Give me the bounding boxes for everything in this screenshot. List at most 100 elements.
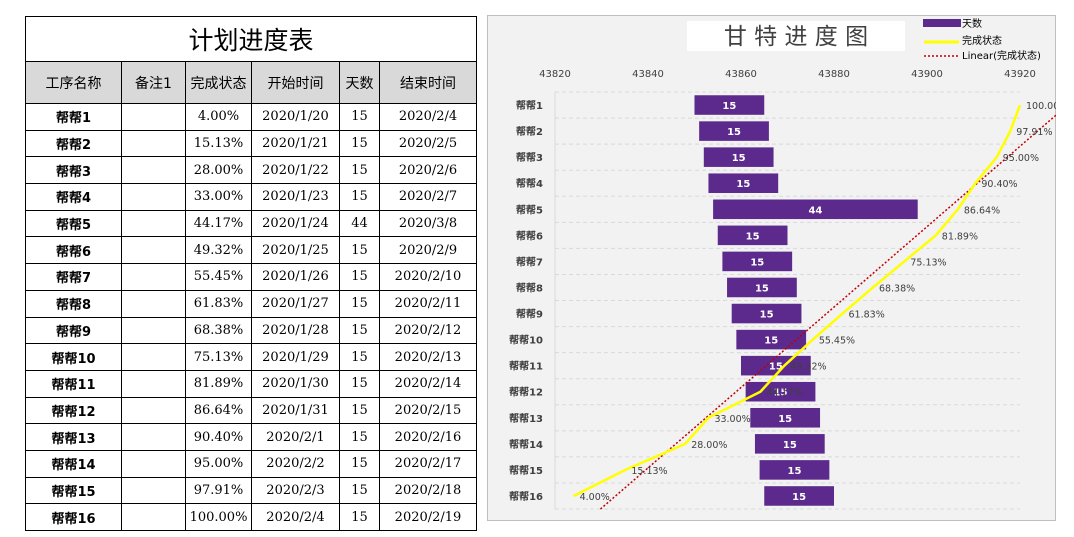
chart-title: 甘 特 进 度 图 bbox=[724, 24, 868, 50]
header-status: 完成状态 bbox=[185, 61, 252, 104]
gantt-bar bbox=[717, 225, 788, 246]
cell-process-name: 帮帮4 bbox=[25, 183, 122, 211]
cell-note bbox=[121, 289, 186, 318]
y-tick-label: 帮帮10 bbox=[509, 334, 543, 347]
cell-note bbox=[121, 476, 186, 505]
cell-process-name: 帮帮8 bbox=[25, 289, 122, 318]
table-row: 帮帮6 49.32% 2020/1/25 15 2020/2/9 bbox=[25, 236, 478, 265]
y-tick-label: 帮帮14 bbox=[509, 438, 543, 451]
cell-end-date: 2020/2/7 bbox=[378, 183, 478, 211]
gantt-bar bbox=[694, 95, 765, 115]
y-tick-label: 帮帮5 bbox=[516, 203, 543, 216]
cell-note bbox=[121, 369, 186, 398]
y-tick-label: 帮帮12 bbox=[509, 386, 543, 399]
status-data-label: 61.83% bbox=[849, 310, 885, 321]
cell-days: 15 bbox=[339, 263, 380, 291]
cell-status: 28.00% bbox=[185, 156, 252, 185]
cell-note bbox=[121, 236, 186, 265]
table-row: 帮帮10 75.13% 2020/1/29 15 2020/2/13 bbox=[25, 343, 478, 371]
cell-end-date: 2020/2/9 bbox=[378, 236, 478, 265]
cell-end-date: 2020/2/19 bbox=[378, 503, 478, 531]
progress-table-container: 计划进度表 工序名称 备注1 完成状态 开始时间 天数 结束时间 帮帮1 4.00% 2020… bbox=[24, 16, 478, 531]
y-tick-label: 帮帮8 bbox=[516, 281, 543, 294]
cell-days: 15 bbox=[339, 476, 380, 505]
y-tick-label: 帮帮13 bbox=[509, 412, 543, 425]
gantt-bar bbox=[708, 173, 779, 193]
status-data-label: 97.91% bbox=[1016, 127, 1052, 138]
cell-days: 15 bbox=[339, 316, 380, 345]
table-row: 帮帮11 81.89% 2020/1/30 15 2020/2/14 bbox=[25, 369, 478, 398]
cell-days: 15 bbox=[339, 396, 380, 425]
gantt-bar-label: 15 bbox=[769, 362, 783, 373]
y-tick-label: 帮帮3 bbox=[516, 151, 543, 164]
cell-days: 15 bbox=[339, 369, 380, 398]
status-data-label: 33.00% bbox=[714, 414, 750, 425]
y-tick-label: 帮帮9 bbox=[516, 308, 543, 321]
cell-start-date: 2020/1/25 bbox=[251, 236, 340, 265]
cell-status: 81.89% bbox=[185, 369, 252, 398]
cell-process-name: 帮帮13 bbox=[25, 423, 122, 451]
cell-days: 15 bbox=[339, 103, 380, 131]
y-tick-label: 帮帮1 bbox=[516, 99, 543, 112]
cell-start-date: 2020/2/4 bbox=[251, 503, 340, 531]
trendline bbox=[599, 98, 1074, 510]
x-tick-label: 43820 bbox=[539, 69, 571, 80]
cell-end-date: 2020/2/16 bbox=[378, 423, 478, 451]
header-days: 天数 bbox=[339, 61, 380, 104]
table-row: 帮帮16 100.00% 2020/2/4 15 2020/2/19 bbox=[25, 503, 478, 531]
status-data-label: 44.17% bbox=[766, 388, 802, 399]
chart-title-box bbox=[687, 21, 905, 51]
cell-start-date: 2020/2/1 bbox=[251, 423, 340, 451]
gantt-bar-label: 15 bbox=[722, 101, 736, 112]
status-data-label: 81.89% bbox=[942, 231, 978, 242]
cell-end-date: 2020/2/6 bbox=[378, 156, 478, 185]
gantt-bar bbox=[745, 381, 816, 402]
cell-start-date: 2020/1/31 bbox=[251, 396, 340, 425]
cell-days: 15 bbox=[339, 183, 380, 211]
cell-start-date: 2020/2/2 bbox=[251, 449, 340, 478]
cell-start-date: 2020/1/26 bbox=[251, 263, 340, 291]
cell-status: 44.17% bbox=[185, 209, 252, 238]
gantt-bar-label: 15 bbox=[732, 153, 746, 164]
cell-start-date: 2020/1/24 bbox=[251, 209, 340, 238]
cell-note bbox=[121, 316, 186, 345]
table-header-row: 工序名称 备注1 完成状态 开始时间 天数 结束时间 bbox=[25, 61, 478, 104]
legend-label-trend: Linear(完成状态) bbox=[962, 49, 1041, 62]
y-tick-label: 帮帮4 bbox=[516, 177, 543, 190]
cell-status: 68.38% bbox=[185, 316, 252, 345]
gantt-bar bbox=[731, 303, 802, 324]
cell-status: 100.00% bbox=[185, 503, 252, 531]
table-row: 帮帮12 86.64% 2020/1/31 15 2020/2/15 bbox=[25, 396, 478, 425]
cell-start-date: 2020/1/22 bbox=[251, 156, 340, 185]
gantt-bar bbox=[699, 121, 769, 141]
x-tick-label: 43840 bbox=[632, 69, 664, 80]
status-data-label: 95.00% bbox=[1003, 153, 1039, 164]
cell-status: 4.00% bbox=[185, 103, 252, 131]
cell-days: 15 bbox=[339, 289, 380, 318]
table-row: 帮帮14 95.00% 2020/2/2 15 2020/2/17 bbox=[25, 449, 478, 478]
cell-days: 15 bbox=[339, 449, 380, 478]
cell-days: 15 bbox=[339, 503, 380, 531]
status-line-series bbox=[573, 104, 1022, 498]
gantt-bar bbox=[754, 434, 825, 454]
cell-status: 33.00% bbox=[185, 183, 252, 211]
table-row: 帮帮2 15.13% 2020/1/21 15 2020/2/5 bbox=[25, 129, 478, 158]
x-tick-label: 43920 bbox=[1004, 69, 1036, 80]
cell-note bbox=[121, 209, 186, 238]
status-data-label: 100.00% bbox=[1026, 101, 1056, 112]
cell-days: 15 bbox=[339, 343, 380, 371]
cell-end-date: 2020/2/5 bbox=[378, 129, 478, 158]
table-row: 帮帮8 61.83% 2020/1/27 15 2020/2/11 bbox=[25, 289, 478, 318]
x-axis: 43820 43840 43860 43880 43900 43920 bbox=[539, 69, 1036, 80]
status-data-label: 4.00% bbox=[580, 492, 610, 503]
cell-process-name: 帮帮1 bbox=[25, 103, 122, 131]
gantt-bar bbox=[703, 147, 774, 167]
cell-days: 15 bbox=[339, 236, 380, 265]
status-data-label: 49.32% bbox=[790, 362, 826, 373]
gantt-chart-svg: 甘 特 进 度 图 天数 完成状态 Linear(完成状态) 43820 4384… bbox=[487, 15, 1074, 521]
cell-status: 55.45% bbox=[185, 263, 252, 291]
cell-process-name: 帮帮3 bbox=[25, 156, 122, 185]
cell-end-date: 2020/2/17 bbox=[378, 449, 478, 478]
x-tick-label: 43900 bbox=[911, 69, 943, 80]
gantt-bar-label: 15 bbox=[774, 388, 788, 399]
